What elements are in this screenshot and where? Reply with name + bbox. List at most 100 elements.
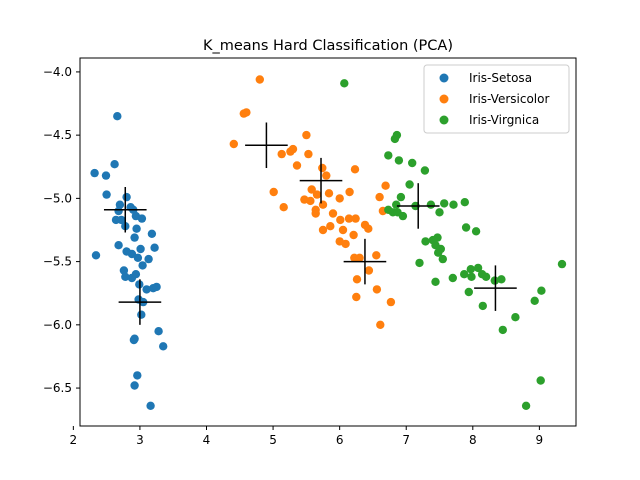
data-point [384, 151, 393, 160]
data-point [364, 266, 374, 275]
data-point [352, 292, 361, 302]
data-point [307, 185, 316, 194]
data-point [420, 166, 430, 175]
data-point [91, 251, 101, 260]
data-point [122, 192, 131, 202]
data-point [277, 149, 286, 159]
data-point [318, 200, 328, 209]
centroid-marker [396, 183, 440, 229]
data-point [117, 215, 126, 225]
chart-title: K_means Hard Classification (PCA) [203, 38, 453, 54]
data-point [415, 258, 424, 268]
y-tick-label: −5.0 [43, 191, 72, 205]
data-point [133, 371, 142, 380]
legend-label: Iris-Versicolor [469, 92, 549, 106]
y-tick-label: −4.0 [43, 65, 72, 79]
data-point [521, 401, 531, 410]
legend-label: Iris-Virgnica [469, 113, 539, 127]
data-point [137, 214, 147, 223]
data-point [467, 272, 476, 281]
data-point [328, 209, 338, 218]
data-point [110, 160, 119, 169]
x-tick-label: 7 [402, 433, 410, 447]
data-point [355, 253, 364, 262]
data-point [537, 286, 546, 295]
data-point [292, 161, 302, 170]
legend-label: Iris-Setosa [469, 71, 532, 85]
data-point [438, 254, 447, 264]
data-point [142, 285, 151, 294]
data-point [304, 149, 313, 159]
data-point [408, 158, 417, 168]
centroid-marker [299, 157, 343, 204]
data-point [471, 227, 481, 236]
data-point [421, 237, 430, 246]
data-point [481, 272, 491, 281]
plot-area [90, 75, 567, 410]
data-point [435, 208, 444, 217]
centroid-marker [118, 279, 162, 325]
data-point [146, 401, 155, 410]
data-point [322, 171, 331, 180]
legend-marker [439, 115, 449, 125]
data-point [351, 214, 360, 223]
data-point [390, 134, 400, 144]
legend-box [423, 64, 570, 134]
data-point [460, 270, 469, 279]
data-point [136, 244, 145, 254]
data-point [372, 285, 382, 294]
data-point [405, 180, 414, 189]
data-point [392, 200, 401, 209]
x-tick-label: 4 [203, 433, 211, 447]
data-point [536, 376, 545, 385]
data-point [376, 320, 385, 329]
data-point [324, 189, 334, 198]
data-point [279, 203, 288, 212]
data-point [138, 261, 147, 270]
data-point [114, 206, 123, 216]
data-point [473, 263, 483, 273]
data-point [460, 198, 469, 207]
legend-marker [439, 94, 449, 104]
data-point [144, 254, 153, 264]
data-point [150, 243, 159, 252]
data-point [372, 251, 381, 260]
legend-marker [439, 73, 449, 83]
data-point [530, 296, 539, 305]
data-point [497, 275, 506, 284]
x-tick-label: 9 [536, 433, 544, 447]
data-point [302, 130, 311, 140]
data-point [318, 163, 327, 173]
data-point [255, 75, 264, 84]
data-point [114, 241, 123, 250]
data-point [431, 277, 440, 286]
data-point [133, 253, 143, 262]
data-point [364, 224, 373, 233]
data-point [122, 247, 131, 256]
data-point [131, 270, 141, 279]
centroid-marker [245, 122, 288, 169]
data-point [398, 211, 408, 221]
data-point [115, 200, 125, 209]
data-point [466, 265, 475, 274]
x-tick-label: 2 [70, 433, 78, 447]
data-point [326, 222, 335, 231]
x-tick-label: 8 [469, 433, 477, 447]
data-point [349, 230, 358, 240]
y-tick-label: −6.0 [43, 318, 72, 332]
data-point [130, 334, 139, 343]
data-point [498, 325, 507, 335]
data-point [269, 187, 278, 197]
data-point [375, 192, 384, 202]
x-tick-label: 5 [269, 433, 277, 447]
data-point [350, 165, 360, 174]
data-point [119, 266, 129, 275]
data-point [300, 195, 309, 204]
data-point [113, 112, 122, 121]
data-point [137, 310, 146, 319]
data-point [338, 225, 348, 235]
axes: 2 3 4 5 6 7 8 9 −4.0 −4.5 −5.0 −5.5 −6.0 −6.5 [43, 65, 543, 447]
data-point [340, 79, 349, 88]
